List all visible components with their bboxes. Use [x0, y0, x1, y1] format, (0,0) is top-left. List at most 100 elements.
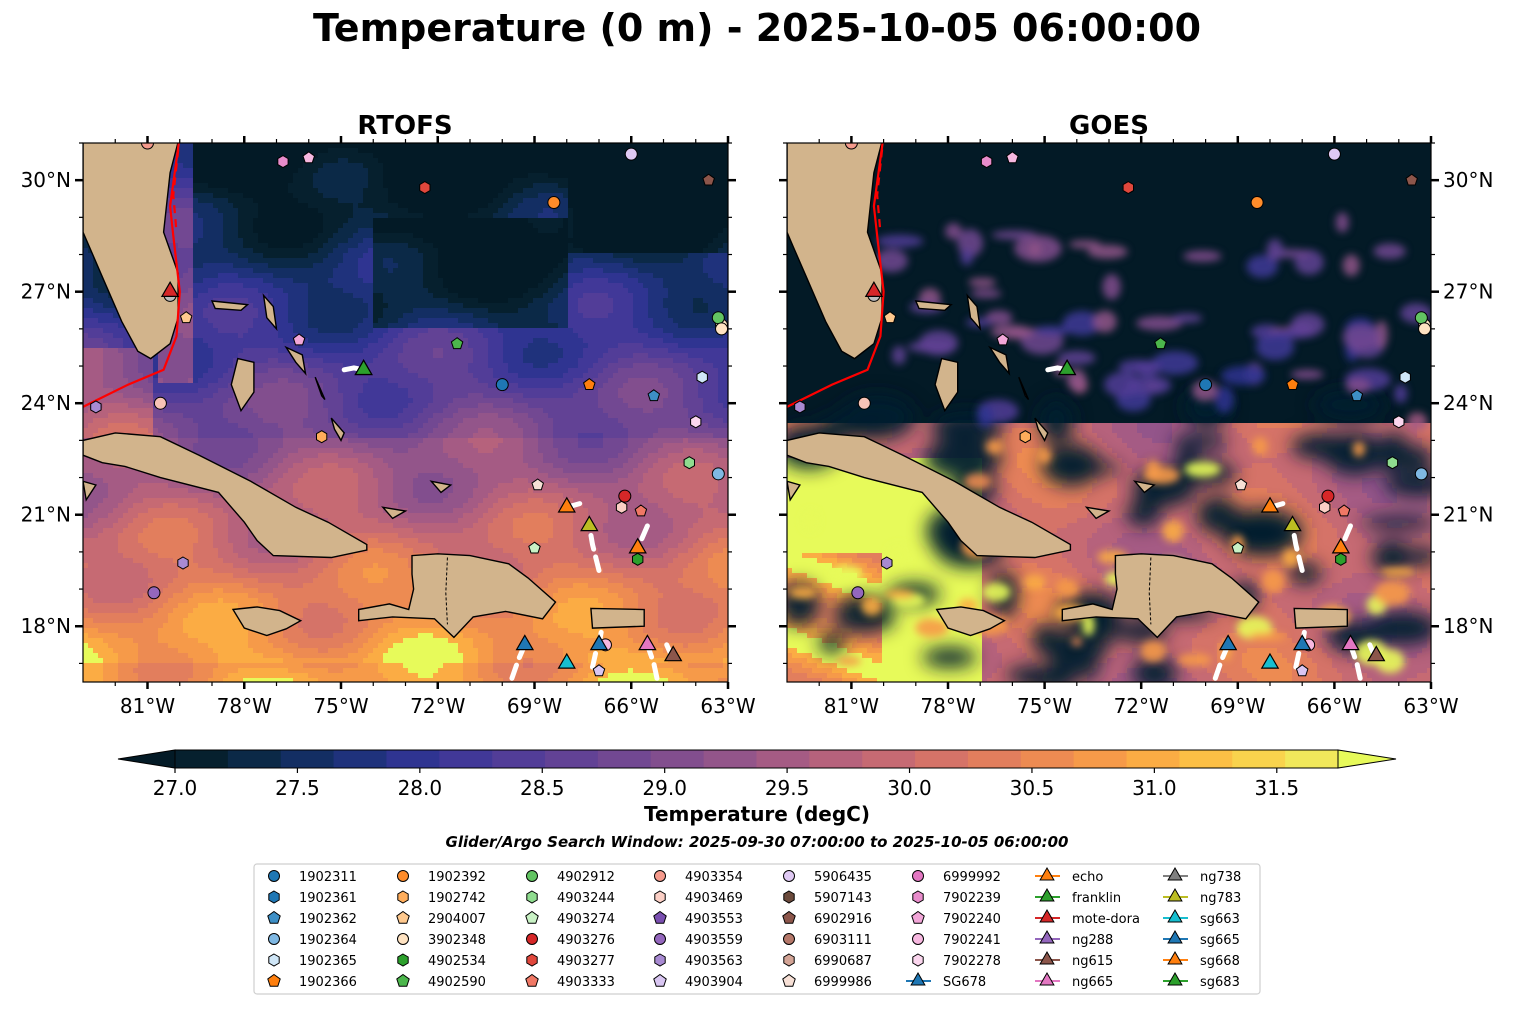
florida-land	[83, 143, 179, 360]
track-sg665	[1293, 623, 1308, 670]
legend-marker	[783, 933, 795, 945]
rtofs-argo-4903354	[141, 143, 154, 150]
legend-label: 4903274	[557, 912, 615, 927]
rtofs-xtick-label: 81°W	[120, 694, 175, 718]
legend-marker	[653, 910, 667, 924]
goes-ytick-label: 30°N	[1443, 168, 1493, 192]
goes-glider-sg668	[1331, 537, 1351, 554]
inagua-land	[381, 506, 408, 520]
rtofs-argo-6990687	[207, 115, 217, 127]
goes-argo-1902366	[1286, 377, 1299, 390]
goes-argo-5907143	[1039, 115, 1049, 127]
turks-caicos-land	[429, 480, 453, 494]
legend-marker	[1039, 929, 1055, 944]
goes-argo-rand-d	[980, 155, 993, 169]
legend-marker	[525, 973, 539, 987]
legend-label: 1902361	[299, 891, 357, 906]
legend-marker	[526, 933, 538, 945]
goes-argo-7902240	[996, 333, 1009, 346]
goes-argo-4902534	[1335, 552, 1347, 566]
legend-marker	[1167, 971, 1183, 986]
legend-marker	[268, 870, 280, 882]
legend-label: 3902348	[428, 933, 486, 948]
rtofs-panel-title: RTOFS	[357, 111, 452, 141]
rtofs-argo-1902366	[583, 377, 596, 390]
track-sg665	[590, 623, 605, 670]
track-ng665	[644, 642, 660, 681]
track-mote-dora-north	[172, 143, 181, 233]
goes-glider-sg683	[1057, 359, 1077, 376]
colorbar-segment	[439, 750, 493, 768]
legend-marker	[912, 953, 924, 967]
legend-marker	[526, 890, 538, 904]
rtofs-argo-1902364	[711, 467, 725, 481]
goes-map-panel: 81°W 78°W 75°W 72°W 69°W 66°W 63°W 18°N 21°N 24°N…	[779, 115, 1493, 718]
rtofs-argo-6903111	[174, 115, 186, 127]
colorbar-tick-label: 27.5	[275, 776, 320, 800]
colorbar-segment	[386, 750, 440, 768]
legend-marker	[911, 910, 925, 924]
legend-label: 2904007	[428, 912, 486, 927]
goes-argo-7902239	[965, 115, 975, 127]
great-bahama-land	[914, 300, 953, 312]
rtofs-ytick-label: 18°N	[21, 614, 71, 638]
rtofs-argo-4903333	[634, 504, 648, 517]
legend-marker	[396, 973, 410, 987]
isla-juventud-land	[83, 480, 98, 502]
rtofs-glider-SG678	[515, 634, 535, 651]
goes-argo-rand-e	[1006, 151, 1019, 164]
rtofs-glider-sg683	[354, 359, 373, 376]
goes-argo-6902916	[1405, 173, 1418, 186]
legend-label: 4903559	[685, 933, 743, 948]
colorbar-segment	[809, 750, 863, 768]
colorbar-tick-label: 30.5	[1010, 776, 1055, 800]
rtofs-glider-sg665	[589, 634, 609, 651]
rtofs-argo-5906435	[624, 147, 638, 161]
colorbar-segment	[280, 750, 335, 768]
rtofs-argo-7902240	[292, 333, 306, 346]
goes-glider-ng783	[1283, 515, 1302, 532]
legend-label: 4903553	[685, 912, 743, 927]
legend-label: 4903333	[557, 975, 615, 990]
goes-xtick-label: 69°W	[1210, 694, 1265, 718]
legend-label: 4903904	[685, 975, 743, 990]
rtofs-argo-4903469	[615, 500, 628, 514]
rtofs-markers	[90, 115, 728, 677]
legend-marker	[526, 870, 538, 882]
great-bahama-land	[210, 300, 250, 312]
legend-label: mote-dora	[1072, 912, 1140, 927]
rtofs-argo-rand-a	[153, 396, 167, 410]
legend-label: 6999986	[814, 975, 872, 990]
legend-label: 4902590	[428, 975, 486, 990]
puerto-rico-land	[1293, 607, 1348, 629]
haiti-dr-border	[1148, 557, 1152, 625]
rtofs-argo-6902916	[702, 173, 715, 186]
legend-marker	[268, 953, 280, 967]
rtofs-argo-rand-f	[715, 322, 728, 336]
isla-juventud-land	[787, 480, 802, 502]
legend-marker	[1039, 908, 1055, 923]
legend-marker	[912, 933, 924, 945]
hispaniola-land	[358, 553, 557, 639]
rtofs-argo-4903277	[419, 181, 431, 195]
goes-argo-4902590	[1154, 337, 1167, 350]
florida-land	[787, 143, 883, 360]
eleuthera-land	[284, 345, 307, 376]
rtofs-argo-rand-e	[302, 151, 316, 164]
rtofs-map-panel: 81°W 78°W 75°W 72°W 69°W 66°W 63°W 18°N 21°N 24°N…	[21, 115, 756, 718]
goes-panel-title: GOES	[1069, 111, 1149, 141]
legend-label: 4903469	[685, 891, 743, 906]
legend-marker	[654, 933, 666, 945]
goes-argo-6999986	[1234, 478, 1248, 491]
goes-ytick-label: 21°N	[1443, 503, 1493, 527]
colorbar-segment	[492, 750, 546, 768]
track-mote-dora	[787, 143, 885, 408]
legend-marker	[397, 870, 409, 882]
legend-marker	[782, 973, 796, 987]
legend-label: 1902362	[299, 912, 357, 927]
track-mote-dora-north	[876, 143, 884, 233]
goes-argo-rand-f	[1418, 322, 1431, 336]
rtofs-land	[83, 143, 645, 639]
legend-label: 4903277	[557, 954, 615, 969]
